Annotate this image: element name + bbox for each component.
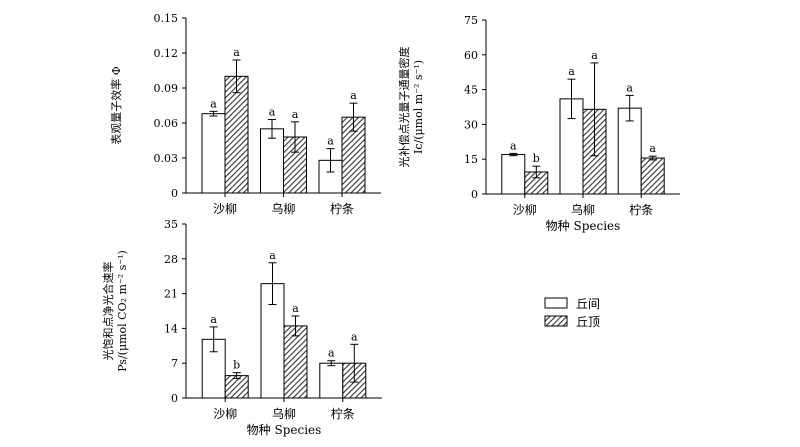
y-tick-label: 0.15 [154, 12, 179, 25]
significance-letter: a [649, 142, 656, 155]
significance-letter: a [292, 302, 299, 315]
bar-dunetop [283, 325, 308, 399]
y-tick-label: 60 [464, 49, 478, 62]
chart-apparent-quantum-efficiency: 0 0.03 0.06 0.09 0.12 0.15 沙柳 a a 乌柳 a a 柠条 a a 表观量子效率 … [109, 12, 381, 216]
bar-dunetop [224, 75, 249, 194]
significance-letter: a [626, 81, 633, 94]
y-tick-label: 0.06 [154, 117, 179, 130]
bar-interdune [501, 154, 526, 195]
y-tick-label: 45 [464, 84, 478, 97]
significance-letter: a [510, 139, 517, 152]
significance-letter: a [351, 330, 358, 343]
y-tick-label: 15 [464, 153, 478, 166]
bar-dunetop [640, 157, 665, 195]
y-tick-label: 28 [164, 253, 178, 266]
y-axis-label-line: Ps/(μmol CO₂ m⁻² s⁻¹) [116, 250, 129, 372]
x-axis-label: 物种 Species [546, 219, 621, 233]
chart-light-saturation-rate: 0 7 14 21 28 35 沙柳 a b 乌柳 a a 柠条 a a 光饱和点净光合速率Ps/(μmol … [101, 218, 382, 437]
category-label: 乌柳 [271, 201, 295, 216]
category-label: 柠条 [331, 406, 355, 421]
significance-letter: b [533, 152, 540, 165]
category-label: 柠条 [629, 202, 653, 217]
x-axis-label: 物种 Species [247, 423, 322, 437]
category-label: 柠条 [330, 201, 354, 216]
significance-letter: a [328, 347, 335, 360]
significance-letter: a [210, 313, 217, 326]
y-tick-label: 14 [164, 322, 178, 335]
significance-letter: a [233, 46, 240, 59]
significance-letter: a [210, 97, 217, 110]
legend-swatch-interdune [544, 297, 568, 309]
y-tick-label: 0.03 [154, 152, 179, 165]
y-tick-label: 0 [171, 392, 178, 405]
significance-letter: a [327, 135, 334, 148]
y-tick-label: 75 [464, 14, 478, 27]
significance-letter: b [233, 359, 240, 372]
category-label: 沙柳 [513, 203, 537, 217]
category-label: 沙柳 [213, 407, 237, 421]
y-axis-label: 光饱和点净光合速率Ps/(μmol CO₂ m⁻² s⁻¹) [101, 250, 129, 372]
y-tick-label: 0 [471, 188, 478, 201]
legend-swatch-dunetop [544, 315, 568, 327]
y-axis-label-line: 光补偿点光量子通量密度 [397, 47, 411, 168]
significance-letter: a [350, 89, 357, 102]
category-label: 沙柳 [213, 202, 237, 216]
category-label: 乌柳 [571, 202, 595, 217]
y-tick-label: 0 [171, 187, 178, 200]
y-tick-label: 0.09 [154, 82, 179, 95]
y-axis-label-line: 光饱和点净光合速率 [101, 262, 115, 361]
y-tick-label: 0.12 [154, 47, 179, 60]
y-axis-label-line: Ic/(μmol m⁻² s⁻¹) [412, 60, 425, 154]
y-tick-label: 21 [164, 288, 178, 301]
y-axis-label-line: 表观量子效率 Φ [109, 66, 123, 145]
chart-light-compensation-point: 0 15 30 45 60 75 沙柳 a b 乌柳 a a 柠条 a a 光补偿点光量子通量密度Ic/(μm… [397, 14, 680, 233]
category-label: 乌柳 [272, 406, 296, 421]
significance-letter: a [591, 49, 598, 62]
y-axis-label: 光补偿点光量子通量密度Ic/(μmol m⁻² s⁻¹) [397, 47, 425, 168]
legend-label: 丘间 [576, 297, 600, 311]
significance-letter: a [269, 249, 276, 262]
bar-interdune [319, 362, 344, 399]
legend-label: 丘顶 [576, 315, 600, 329]
significance-letter: a [568, 65, 575, 78]
y-tick-label: 7 [171, 357, 178, 370]
y-tick-label: 30 [464, 118, 478, 131]
bar-interdune [201, 113, 226, 194]
significance-letter: a [269, 106, 276, 119]
significance-letter: a [292, 108, 299, 121]
y-axis-label: 表观量子效率 Φ [109, 66, 123, 145]
y-tick-label: 35 [164, 218, 178, 231]
